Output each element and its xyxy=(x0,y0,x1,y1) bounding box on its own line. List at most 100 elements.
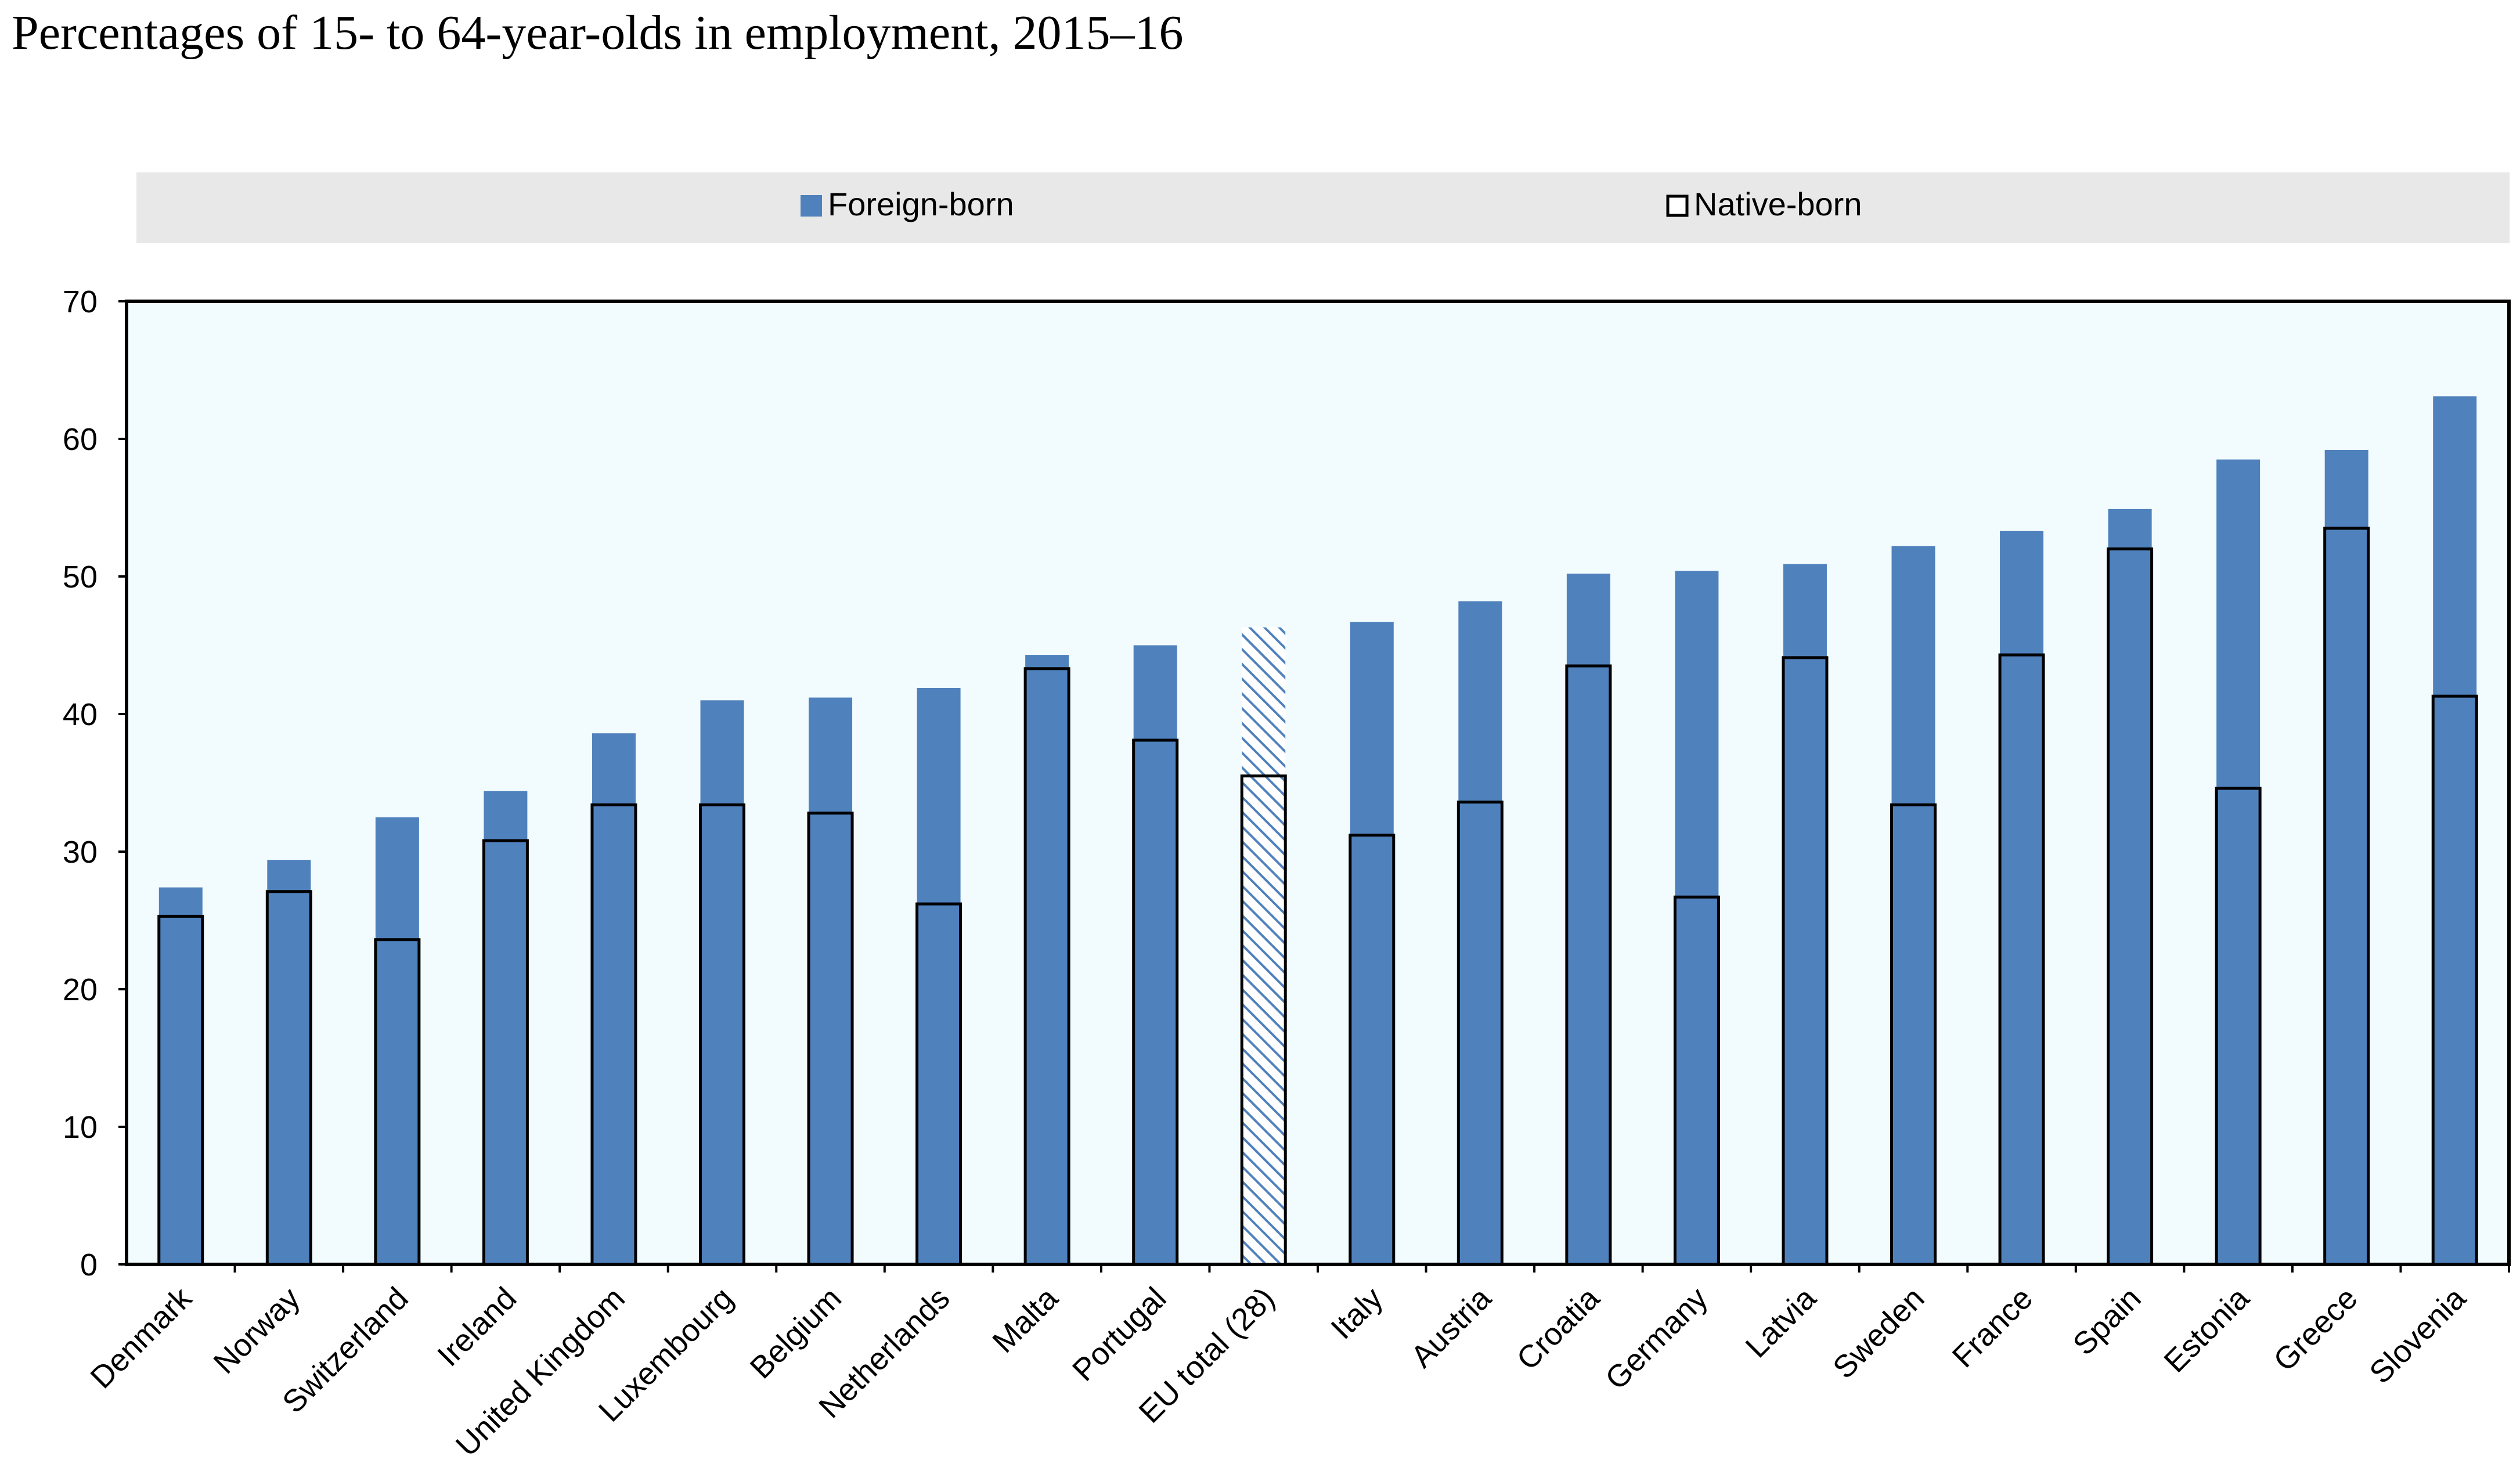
bar-native-born xyxy=(915,902,962,1266)
bar-native-born xyxy=(590,803,637,1266)
bar-foreign-born xyxy=(2216,459,2261,1264)
bar-group-luxembourg xyxy=(699,700,745,1266)
bar-group-switzerland xyxy=(374,817,421,1266)
x-tick-label: Spain xyxy=(2066,1281,2147,1362)
bar-foreign-born xyxy=(1783,564,1827,1265)
bar-group-denmark xyxy=(157,887,204,1266)
bar-native-born xyxy=(2323,527,2370,1266)
legend-label-foreign-born: Foreign-born xyxy=(828,186,1014,222)
bar-group-austria xyxy=(1457,601,1504,1266)
x-tick-label: Portugal xyxy=(1066,1281,1173,1388)
bar-group-estonia xyxy=(2215,459,2262,1266)
y-tick-label: 0 xyxy=(80,1248,98,1282)
x-tick-label: Croatia xyxy=(1510,1280,1606,1376)
bars xyxy=(157,396,2478,1266)
x-tick-label: Estonia xyxy=(2157,1280,2256,1379)
bar-group-portugal xyxy=(1132,645,1179,1266)
bar-foreign-born xyxy=(1675,571,1719,1264)
bar-foreign-born xyxy=(1566,574,1610,1264)
bar-group-spain xyxy=(2107,509,2154,1266)
bar-foreign-born xyxy=(1242,627,1286,1264)
bar-native-born xyxy=(2215,787,2262,1266)
bar-native-born xyxy=(1890,803,1937,1266)
bar-group-eu-total-28 xyxy=(1240,627,1287,1266)
bar-native-born xyxy=(1023,667,1070,1266)
bar-foreign-born xyxy=(592,733,636,1264)
y-tick-label: 50 xyxy=(63,560,98,594)
legend-swatch-native-born xyxy=(1666,194,1689,217)
y-tick-label: 60 xyxy=(63,422,98,457)
bar-foreign-born xyxy=(809,697,853,1264)
x-tick-label: Sweden xyxy=(1826,1281,1931,1385)
bar-foreign-born xyxy=(1025,655,1069,1264)
bar-group-belgium xyxy=(807,697,854,1266)
x-tick-label: Germany xyxy=(1599,1281,1714,1396)
bar-group-netherlands xyxy=(915,687,962,1266)
bar-group-latvia xyxy=(1782,564,1829,1266)
bar-native-born xyxy=(1565,664,1612,1266)
legend-label-native-born: Native-born xyxy=(1694,186,1862,222)
bar-group-greece xyxy=(2323,449,2370,1266)
bar-foreign-born xyxy=(267,860,311,1264)
x-tick-label: Greece xyxy=(2267,1281,2364,1378)
bar-native-born xyxy=(1673,895,1720,1266)
x-tick-label: Latvia xyxy=(1739,1280,1823,1364)
bar-native-born xyxy=(1998,653,2045,1266)
bar-group-norway xyxy=(265,860,312,1266)
bar-foreign-born xyxy=(1133,645,1177,1264)
y-tick-label: 30 xyxy=(63,835,98,870)
bar-native-born xyxy=(482,839,529,1266)
bar-native-born xyxy=(265,890,312,1266)
bar-native-born xyxy=(2431,694,2478,1266)
x-tick-label: Ireland xyxy=(431,1281,523,1373)
y-tick-label: 40 xyxy=(63,697,98,732)
bar-foreign-born xyxy=(1458,601,1502,1264)
bar-foreign-born xyxy=(375,817,419,1264)
x-tick-label: Denmark xyxy=(84,1280,199,1395)
bar-native-born xyxy=(157,914,204,1266)
bar-native-born xyxy=(807,812,854,1266)
bar-native-born xyxy=(1349,834,1396,1266)
bar-foreign-born xyxy=(2433,396,2477,1264)
y-tick-label: 10 xyxy=(63,1110,98,1145)
bar-group-croatia xyxy=(1565,574,1612,1266)
bar-native-born xyxy=(374,938,421,1266)
bar-native-born xyxy=(699,803,745,1266)
x-tick-label: France xyxy=(1946,1281,2039,1374)
x-tick-label: Slovenia xyxy=(2363,1280,2473,1390)
bar-foreign-born xyxy=(2000,531,2044,1264)
y-tick-label: 20 xyxy=(63,972,98,1007)
bar-foreign-born xyxy=(2324,449,2368,1265)
bar-native-born xyxy=(2107,547,2154,1266)
legend: Foreign-born Native-born xyxy=(136,172,2510,243)
legend-background xyxy=(136,172,2510,243)
bar-foreign-born xyxy=(158,887,203,1264)
bar-foreign-born xyxy=(917,687,961,1264)
bar-group-slovenia xyxy=(2431,396,2478,1266)
y-tick-label: 70 xyxy=(63,284,98,319)
bar-native-born xyxy=(1240,774,1287,1266)
bar-group-ireland xyxy=(482,791,529,1266)
bar-foreign-born xyxy=(1891,546,1935,1264)
x-tick-label: Austria xyxy=(1404,1280,1498,1374)
chart-title: Percentages of 15- to 64-year-olds in em… xyxy=(12,6,1184,60)
bar-foreign-born xyxy=(700,700,744,1264)
bar-group-italy xyxy=(1349,622,1396,1266)
bar-group-germany xyxy=(1673,571,1720,1266)
bar-foreign-born xyxy=(2108,509,2152,1264)
bar-native-born xyxy=(1457,801,1504,1266)
bar-native-born xyxy=(1782,656,1829,1266)
bar-foreign-born xyxy=(1350,622,1394,1264)
bar-foreign-born xyxy=(484,791,528,1264)
y-axis: 0 10 20 30 40 50 60 70 xyxy=(63,284,127,1282)
bar-group-malta xyxy=(1023,655,1070,1266)
legend-swatch-foreign-born xyxy=(801,195,822,217)
bar-group-france xyxy=(1998,531,2045,1266)
x-tick-label: Malta xyxy=(986,1280,1065,1359)
bar-group-united-kingdom xyxy=(590,733,637,1266)
bar-group-sweden xyxy=(1890,546,1937,1266)
bar-native-born xyxy=(1132,738,1179,1266)
x-tick-label: Norway xyxy=(207,1281,307,1381)
